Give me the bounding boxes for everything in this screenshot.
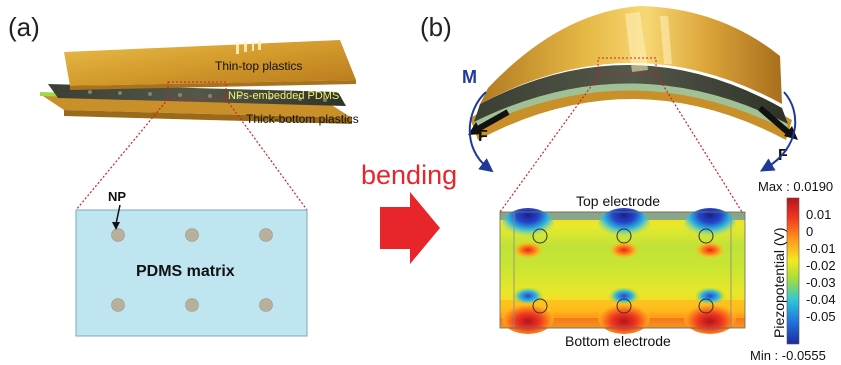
thick-bottom-plastic xyxy=(40,94,352,118)
np-outline xyxy=(616,298,632,314)
bending-arrow xyxy=(380,192,440,264)
colorbar-gradient xyxy=(786,197,800,345)
colorbar-max-label: Max : 0.0190 xyxy=(758,179,833,194)
nanoparticle xyxy=(259,298,273,312)
pdms-inset: NP PDMS matrix xyxy=(75,189,308,337)
panel-a-label: (a) xyxy=(8,12,40,42)
bending-transition: bending xyxy=(361,160,457,264)
panel-b-label: (b) xyxy=(420,12,452,42)
colorbar-tick-label: 0.01 xyxy=(806,207,831,222)
field-lobes-top xyxy=(502,208,736,259)
panel-a: (a) Thin- xyxy=(8,12,359,337)
np-outline xyxy=(698,228,714,244)
bent-pdms-layer xyxy=(474,64,788,124)
top-electrode-label: Top electrode xyxy=(576,193,660,209)
layer-stack xyxy=(40,40,356,124)
colorbar-ticks: 0.01 0 -0.01 -0.02 -0.03 -0.04 -0.05 xyxy=(806,207,836,324)
leader-line-right-a xyxy=(225,98,308,211)
thin-top-plastic xyxy=(64,40,356,86)
colorbar-tick-label: -0.04 xyxy=(806,292,836,307)
bent-device: F F M xyxy=(462,6,798,173)
colorbar-axis-label: Piezopotential (V) xyxy=(771,227,787,338)
colorbar-tick-label: -0.02 xyxy=(806,258,836,273)
force-arrow-right xyxy=(758,105,792,137)
leader-line-right-b xyxy=(655,73,743,213)
selection-box-b xyxy=(597,57,657,75)
np-outline xyxy=(532,228,548,244)
np-label: NP xyxy=(108,189,126,204)
pdms-matrix-label: PDMS matrix xyxy=(136,263,235,280)
np-outline xyxy=(698,298,714,314)
nanoparticle xyxy=(185,228,199,242)
panel-b: (b) F F M xyxy=(420,6,836,363)
label-nps-pdms: NPs-embedded PDMS xyxy=(228,90,339,102)
nanoparticle xyxy=(111,298,125,312)
nanoparticle xyxy=(259,228,273,242)
selection-box-a xyxy=(167,81,227,100)
piezopotential-map xyxy=(499,208,746,334)
colorbar: Max : 0.0190 0.01 0 -0.01 -0.02 -0.03 -0.04 -0… xyxy=(750,179,836,363)
field-lobes-bottom xyxy=(502,287,736,334)
np-outline xyxy=(532,298,548,314)
colorbar-tick-label: -0.03 xyxy=(806,275,836,290)
np-outline xyxy=(616,228,632,244)
leader-line-left-b xyxy=(499,73,601,213)
colorbar-tick-label: 0 xyxy=(806,224,813,239)
np-pointer xyxy=(115,204,121,225)
nanoparticle xyxy=(185,298,199,312)
colorbar-tick-label: -0.01 xyxy=(806,241,836,256)
force-arrow-left xyxy=(474,109,510,133)
colorbar-min-label: Min : -0.0555 xyxy=(750,348,826,363)
nanoparticle xyxy=(111,228,125,242)
specular-highlight xyxy=(236,40,261,54)
bottom-electrode-label: Bottom electrode xyxy=(565,333,671,349)
moment-label: M xyxy=(462,67,477,87)
nps-embedded-pdms-layer xyxy=(48,84,346,106)
moment-arrow-right xyxy=(759,91,797,172)
leader-line-left-a xyxy=(75,98,169,211)
moment-arrow-left xyxy=(468,91,494,173)
label-thin-top: Thin-top plastics xyxy=(215,59,302,73)
force-label-left: F xyxy=(478,128,488,145)
colorbar-tick-label: -0.05 xyxy=(806,309,836,324)
bending-label: bending xyxy=(361,160,457,190)
label-thick-bottom: Thick-bottom plastics xyxy=(246,112,359,126)
